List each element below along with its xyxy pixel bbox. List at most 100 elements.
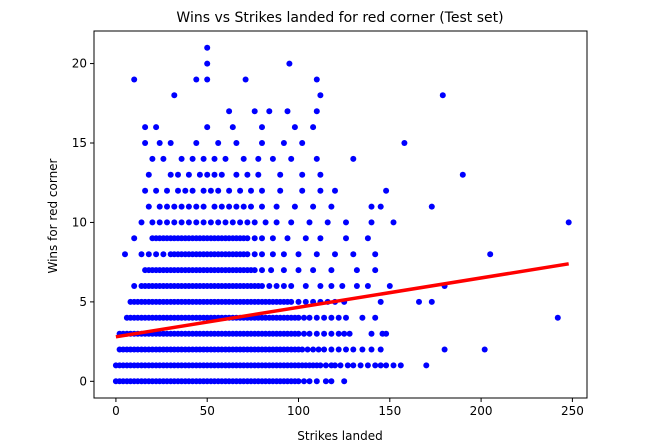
data-point — [313, 378, 320, 385]
data-point — [368, 330, 375, 337]
data-point — [269, 155, 276, 162]
data-point — [207, 187, 214, 194]
data-point — [251, 235, 258, 242]
data-point — [321, 314, 328, 321]
x-tick-label: 0 — [112, 404, 120, 418]
data-point — [284, 235, 291, 242]
data-point — [138, 251, 145, 258]
x-tick-label: 100 — [287, 404, 310, 418]
data-point — [193, 203, 200, 210]
data-point — [237, 219, 244, 226]
data-point — [259, 187, 265, 194]
data-point — [346, 330, 353, 337]
data-point — [317, 171, 324, 178]
data-point — [131, 76, 138, 83]
data-point — [229, 124, 236, 131]
data-point — [301, 330, 307, 337]
data-point — [487, 251, 494, 258]
data-point — [295, 330, 302, 337]
data-point — [156, 140, 163, 146]
data-point — [164, 203, 170, 210]
data-point — [377, 362, 384, 369]
data-point — [211, 155, 218, 162]
data-point — [142, 140, 149, 146]
data-point — [299, 187, 306, 194]
data-point — [255, 171, 262, 178]
data-point — [189, 155, 196, 162]
data-point — [175, 187, 181, 194]
data-point — [439, 92, 446, 99]
y-axis: 0 5 10 15 20 — [72, 57, 94, 388]
data-point — [211, 171, 218, 178]
data-point — [269, 235, 276, 242]
data-point — [196, 171, 203, 178]
data-point — [259, 267, 265, 274]
data-point — [226, 187, 233, 194]
y-tick-label: 15 — [72, 136, 87, 150]
data-point — [377, 346, 384, 353]
data-point — [259, 283, 265, 289]
data-point — [218, 171, 225, 178]
data-point — [185, 171, 192, 178]
data-point — [145, 251, 152, 258]
data-point — [481, 346, 488, 353]
y-axis-label: Wins for red corner — [46, 158, 60, 273]
data-point — [332, 251, 338, 258]
data-point — [301, 314, 307, 321]
data-point — [149, 219, 156, 226]
data-point — [423, 362, 430, 369]
data-point — [153, 124, 160, 131]
data-point — [207, 219, 214, 226]
data-point — [310, 267, 317, 274]
data-point — [310, 124, 317, 131]
data-point — [313, 108, 320, 115]
data-point — [200, 187, 207, 194]
data-point — [240, 203, 247, 210]
data-point — [142, 187, 149, 194]
data-point — [328, 330, 335, 337]
data-point — [306, 314, 313, 321]
data-point — [317, 187, 324, 194]
data-point — [317, 92, 324, 99]
data-point — [302, 283, 309, 289]
data-point — [273, 219, 280, 226]
data-point — [131, 235, 138, 242]
data-point — [268, 267, 275, 274]
data-point — [233, 171, 240, 178]
data-point — [295, 251, 302, 258]
data-point — [185, 219, 192, 226]
data-point — [390, 362, 397, 369]
data-point — [244, 251, 251, 258]
data-point — [277, 187, 284, 194]
data-point — [233, 203, 240, 210]
data-point — [269, 251, 276, 258]
data-point — [259, 235, 265, 242]
data-point — [171, 219, 178, 226]
data-point — [164, 219, 170, 226]
data-point — [306, 219, 313, 226]
data-point — [251, 219, 258, 226]
data-point — [244, 235, 251, 242]
data-point — [341, 330, 348, 337]
data-point — [368, 203, 375, 210]
data-point — [160, 155, 167, 162]
data-point — [310, 346, 317, 353]
data-point — [288, 298, 295, 305]
data-point — [286, 60, 293, 67]
data-point — [335, 330, 342, 337]
data-point — [193, 76, 200, 83]
data-point — [193, 219, 200, 226]
data-point — [383, 330, 390, 337]
data-point — [324, 219, 331, 226]
data-point — [273, 283, 280, 289]
data-point — [226, 108, 233, 115]
data-point — [259, 124, 265, 131]
data-point — [359, 346, 366, 353]
data-point — [222, 155, 229, 162]
data-point — [288, 283, 295, 289]
data-point — [189, 187, 196, 194]
data-point — [280, 267, 287, 274]
data-point — [332, 187, 338, 194]
data-point — [377, 298, 384, 305]
data-point — [251, 267, 258, 274]
